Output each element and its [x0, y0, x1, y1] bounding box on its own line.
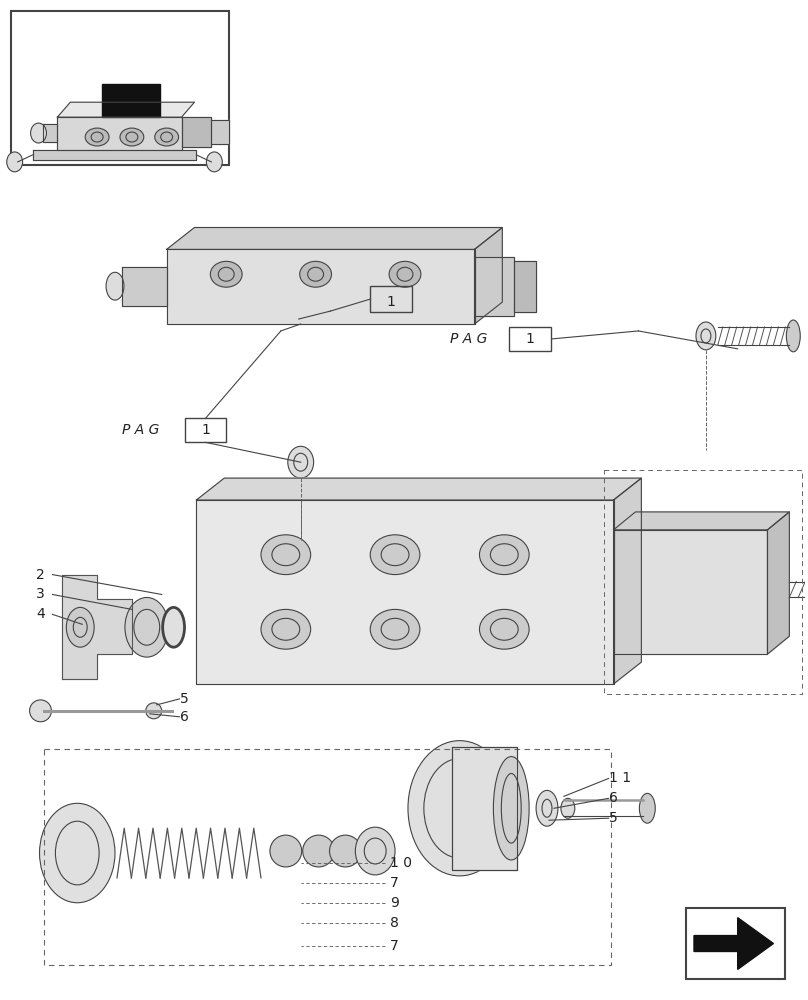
Ellipse shape	[356, 827, 395, 875]
Text: 1 1: 1 1	[608, 771, 631, 785]
Ellipse shape	[370, 535, 420, 575]
Text: 4: 4	[36, 607, 45, 621]
Polygon shape	[32, 150, 196, 160]
Ellipse shape	[494, 757, 529, 860]
Ellipse shape	[206, 152, 222, 172]
Ellipse shape	[303, 835, 335, 867]
Ellipse shape	[145, 703, 162, 719]
Ellipse shape	[561, 798, 574, 818]
Text: 5: 5	[179, 692, 188, 706]
Polygon shape	[102, 84, 160, 117]
Polygon shape	[122, 267, 166, 306]
Ellipse shape	[261, 609, 310, 649]
Ellipse shape	[479, 535, 529, 575]
Polygon shape	[166, 228, 503, 249]
Ellipse shape	[408, 741, 511, 876]
Ellipse shape	[330, 835, 361, 867]
Text: 7: 7	[390, 876, 399, 890]
Polygon shape	[768, 512, 789, 654]
Polygon shape	[694, 918, 773, 969]
Ellipse shape	[30, 700, 52, 722]
Ellipse shape	[300, 261, 331, 287]
Polygon shape	[196, 478, 642, 500]
Text: 5: 5	[608, 811, 617, 825]
Polygon shape	[57, 102, 195, 117]
Polygon shape	[452, 747, 517, 870]
Text: P A G: P A G	[122, 423, 159, 437]
Ellipse shape	[536, 790, 558, 826]
Ellipse shape	[40, 803, 115, 903]
Ellipse shape	[66, 607, 95, 647]
Ellipse shape	[210, 261, 242, 287]
Polygon shape	[62, 575, 132, 679]
Text: 2: 2	[36, 568, 45, 582]
Ellipse shape	[125, 597, 169, 657]
Ellipse shape	[479, 609, 529, 649]
Text: 1: 1	[387, 295, 396, 309]
Ellipse shape	[85, 128, 109, 146]
Ellipse shape	[389, 261, 421, 287]
Ellipse shape	[31, 123, 47, 143]
Ellipse shape	[261, 535, 310, 575]
Ellipse shape	[786, 320, 800, 352]
Bar	[686, 908, 785, 979]
Text: 7: 7	[390, 939, 399, 953]
Ellipse shape	[154, 128, 179, 146]
Bar	[509, 327, 551, 351]
Bar	[11, 11, 229, 165]
Ellipse shape	[639, 793, 655, 823]
Polygon shape	[474, 257, 514, 316]
Polygon shape	[474, 228, 503, 324]
Polygon shape	[613, 478, 642, 684]
Text: 8: 8	[390, 916, 399, 930]
Ellipse shape	[288, 446, 314, 478]
Polygon shape	[613, 512, 789, 530]
Text: 1: 1	[201, 423, 210, 437]
Text: P A G: P A G	[450, 332, 487, 346]
Text: 6: 6	[179, 710, 188, 724]
Ellipse shape	[120, 128, 144, 146]
Polygon shape	[182, 117, 212, 147]
Polygon shape	[212, 120, 229, 144]
Polygon shape	[196, 500, 613, 684]
Bar	[370, 286, 412, 312]
Polygon shape	[514, 261, 536, 312]
Text: 1 0: 1 0	[390, 856, 412, 870]
Ellipse shape	[696, 322, 716, 350]
Bar	[452, 747, 517, 870]
Text: 6: 6	[608, 791, 617, 805]
Ellipse shape	[370, 609, 420, 649]
Polygon shape	[43, 124, 57, 142]
Text: 3: 3	[36, 587, 45, 601]
Text: 9: 9	[390, 896, 399, 910]
Ellipse shape	[106, 272, 124, 300]
Ellipse shape	[162, 607, 184, 647]
Text: 1: 1	[526, 332, 535, 346]
Ellipse shape	[270, 835, 301, 867]
Polygon shape	[57, 117, 182, 150]
Polygon shape	[166, 249, 474, 324]
Ellipse shape	[6, 152, 23, 172]
Bar	[184, 418, 226, 442]
Polygon shape	[613, 530, 768, 654]
